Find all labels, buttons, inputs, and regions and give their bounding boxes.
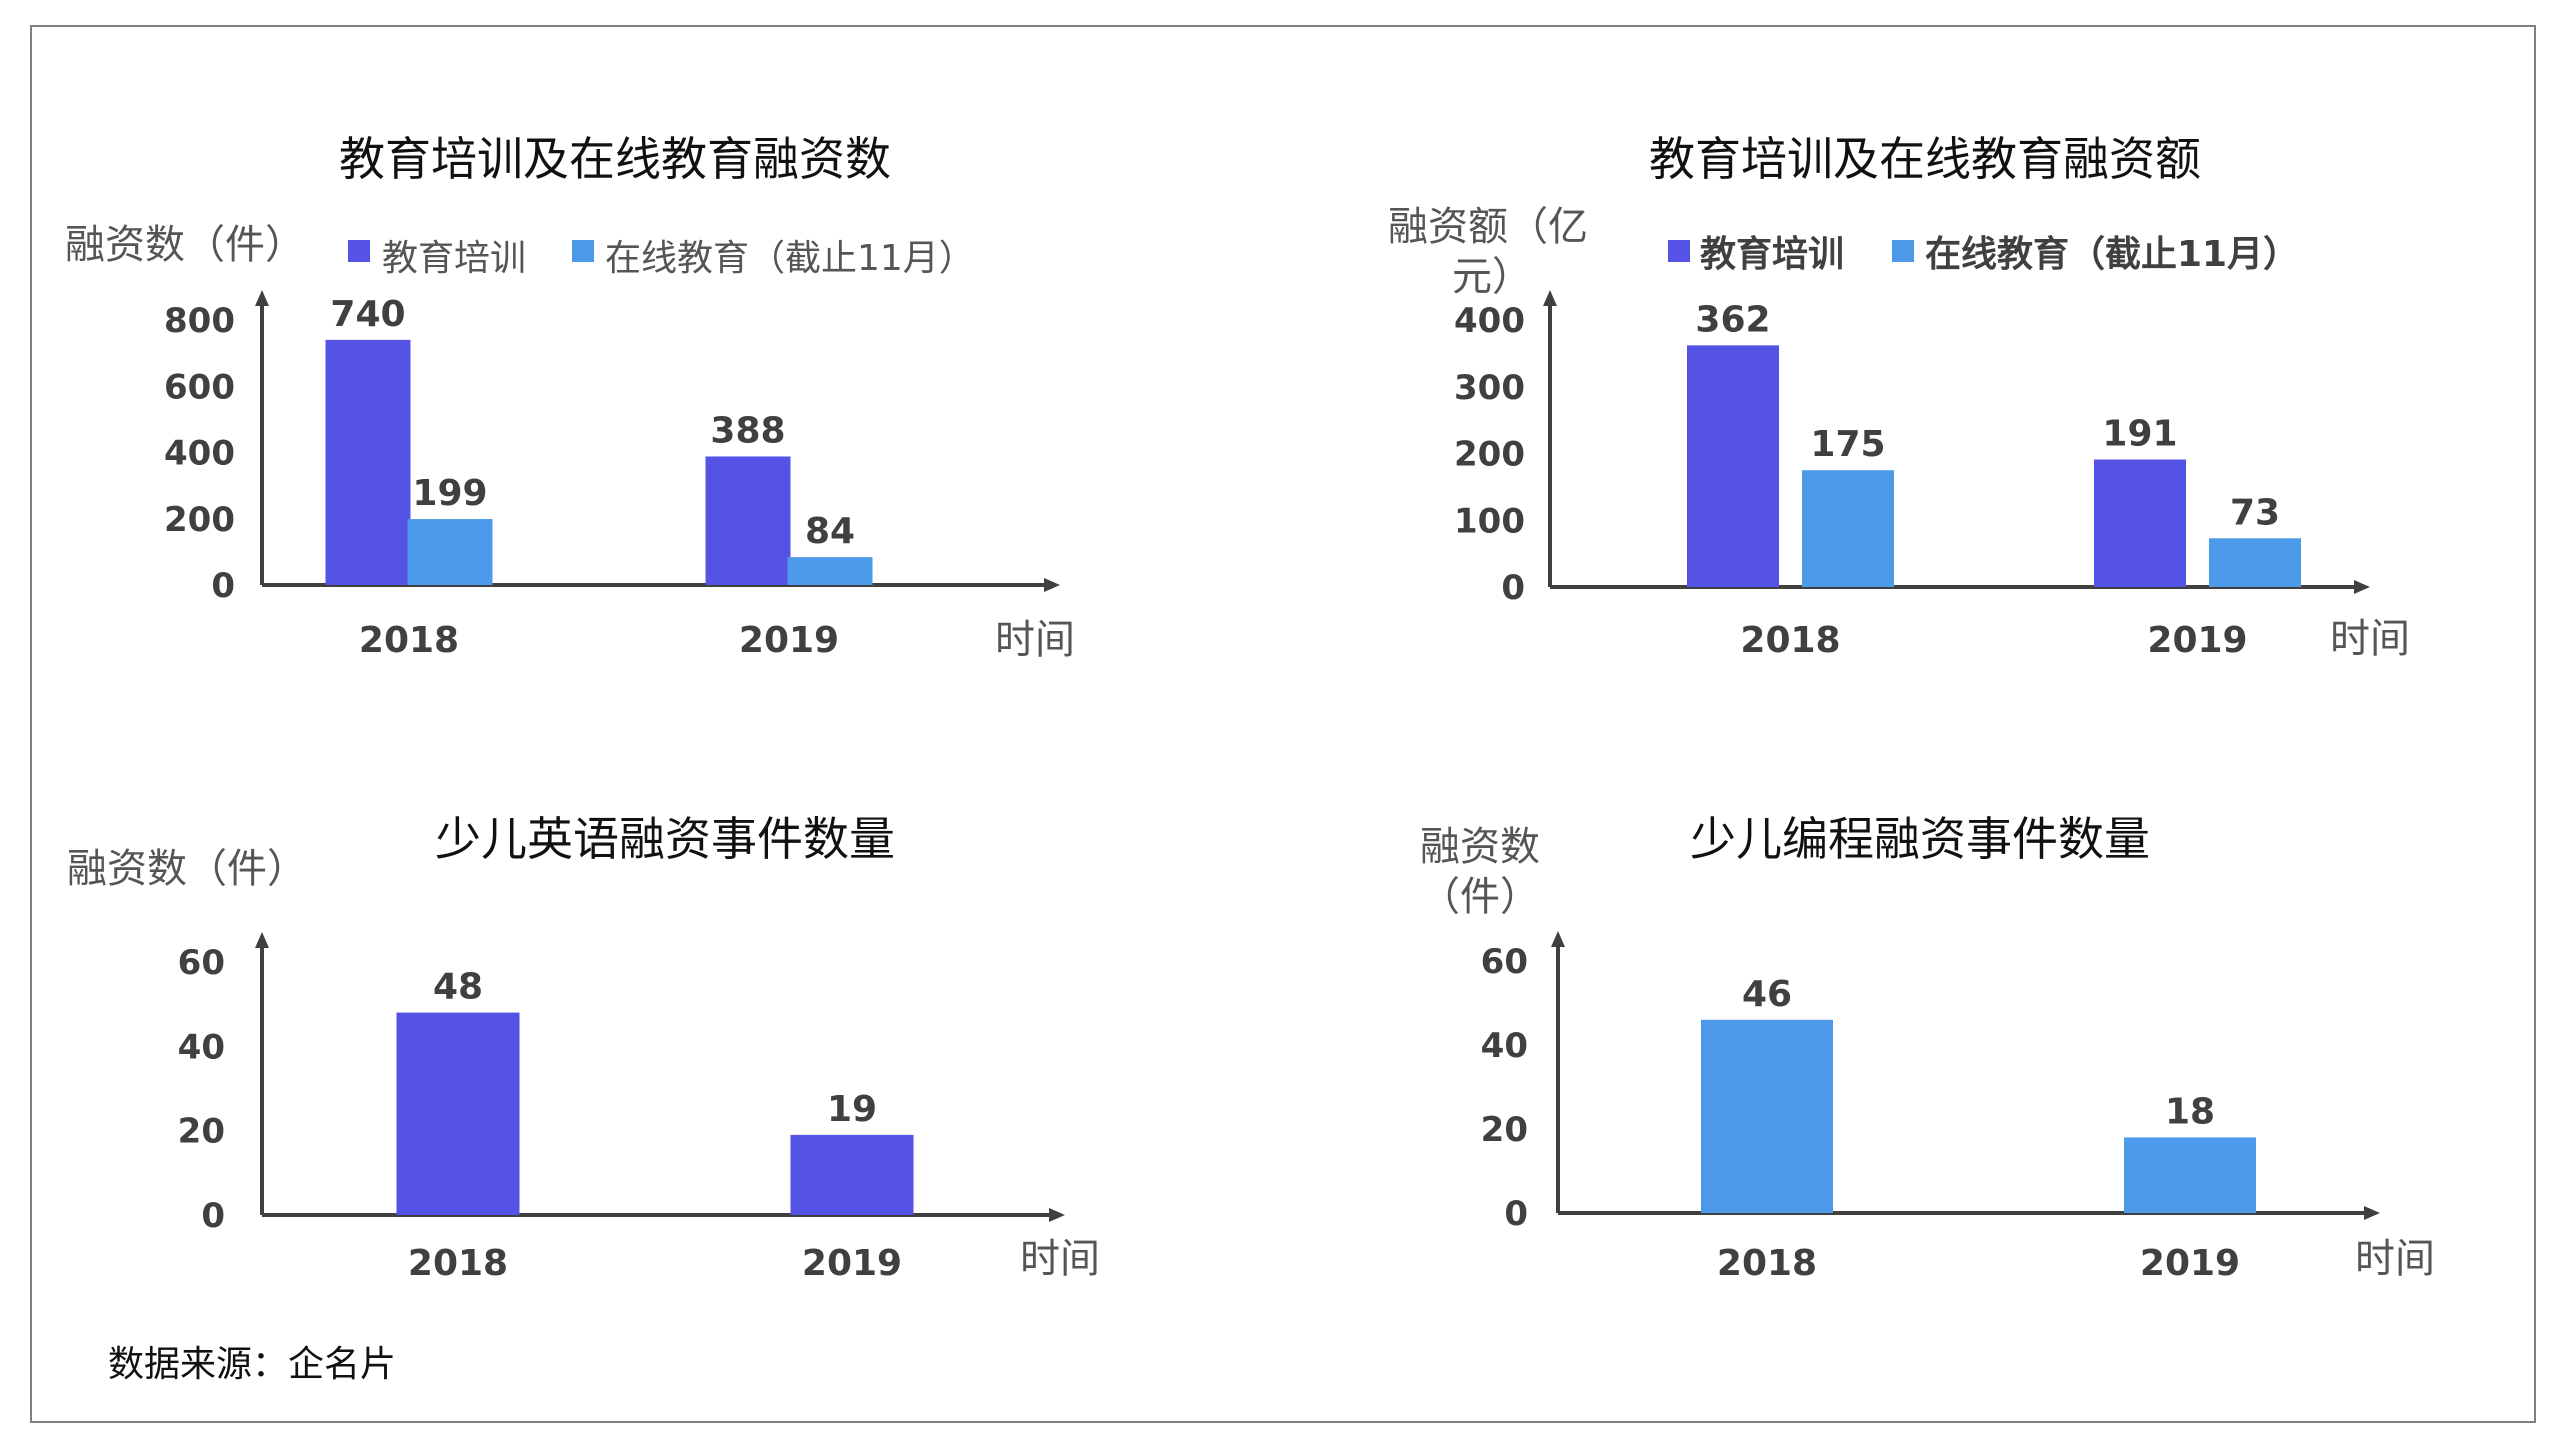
legend-swatch-edu-training [1668, 240, 1690, 262]
legend-swatch-edu-training [348, 240, 370, 262]
y-axis-label-line1: 融资数 [1420, 824, 1540, 870]
x-axis-label: 时间 [2330, 616, 2410, 662]
y-tick-label: 0 [1501, 568, 1525, 608]
x-tick-label: 2018 [1717, 1243, 1817, 1284]
x-axis-arrow [2354, 580, 2370, 594]
y-tick-label: 0 [201, 1196, 225, 1236]
source-note: 数据来源：企名片 [108, 1344, 397, 1385]
bar [1802, 470, 1894, 587]
legend-label-edu-training: 教育培训 [382, 238, 526, 279]
y-tick-label: 40 [178, 1027, 225, 1067]
y-tick-label: 200 [1454, 435, 1525, 475]
chart-kids-coding: 少儿编程融资事件数量 融资数 （件） 0 20 40 60 46 2018 18 2019 时… [1420, 812, 2435, 1284]
legend-label-online-edu: 在线教育（截止11月） [1925, 234, 2299, 275]
x-axis-label: 时间 [2355, 1236, 2435, 1282]
y-axis-label: 融资数（件） [65, 222, 305, 268]
legend-swatch-online-edu [572, 240, 594, 262]
bar [2094, 459, 2186, 587]
bar [790, 1134, 914, 1215]
y-axis-label: 融资数（件） [67, 846, 307, 892]
bar [787, 557, 873, 585]
chart-title: 教育培训及在线教育融资额 [1649, 132, 2201, 186]
data-label: 84 [805, 511, 855, 552]
plot-area: 0 100 200 300 400 362 175 2018 191 73 2019 [1454, 290, 2370, 661]
bar [325, 339, 411, 585]
x-axis-label: 时间 [1020, 1236, 1100, 1282]
bar [705, 456, 791, 585]
y-tick-label: 0 [1504, 1194, 1528, 1234]
data-label: 73 [2230, 492, 2280, 533]
y-axis-label-line2: （件） [1420, 874, 1540, 920]
y-tick-label: 0 [211, 566, 235, 606]
y-axis-label-line1: 融资额（亿 [1388, 204, 1588, 250]
y-tick-label: 600 [164, 367, 235, 407]
legend-label-edu-training: 教育培训 [1700, 234, 1844, 275]
x-tick-label: 2019 [802, 1243, 902, 1284]
x-tick-label: 2018 [408, 1243, 508, 1284]
data-label: 48 [433, 967, 483, 1008]
plot-area: 0 20 40 60 46 2018 18 2019 [1481, 931, 2380, 1284]
data-label: 175 [1810, 424, 1885, 465]
y-tick-label: 20 [178, 1112, 225, 1152]
bar [2124, 1137, 2256, 1213]
data-label: 19 [827, 1089, 877, 1130]
x-tick-label: 2018 [359, 620, 459, 661]
x-tick-label: 2019 [2140, 1243, 2240, 1284]
y-axis-arrow [1543, 290, 1557, 306]
x-axis-arrow [2364, 1206, 2380, 1220]
chart-kids-english: 少儿英语融资事件数量 融资数（件） 0 20 40 60 48 2018 19 2019 时间 [67, 812, 1100, 1284]
y-axis-label-line2: 元） [1452, 254, 1532, 300]
chart-financing-amount: 教育培训及在线教育融资额 融资额（亿 元） 教育培训 在线教育（截止11月） 0… [1388, 132, 2410, 662]
x-axis-arrow [1049, 1208, 1065, 1222]
y-axis-arrow [255, 290, 269, 306]
y-tick-label: 400 [164, 434, 235, 474]
y-tick-label: 300 [1454, 368, 1525, 408]
x-axis-label: 时间 [995, 617, 1075, 663]
data-label: 362 [1695, 299, 1770, 340]
chart-title: 教育培训及在线教育融资数 [339, 132, 891, 186]
data-label: 18 [2165, 1091, 2215, 1132]
bar [396, 1012, 520, 1215]
y-tick-label: 200 [164, 500, 235, 540]
y-tick-label: 100 [1454, 501, 1525, 541]
plot-area: 0 200 400 600 800 740 199 2018 388 84 2019 [164, 290, 1060, 661]
y-tick-label: 40 [1481, 1026, 1528, 1066]
chart-financing-count: 教育培训及在线教育融资数 融资数（件） 教育培训 在线教育（截止11月） 0 20… [65, 132, 1075, 663]
data-label: 740 [330, 294, 405, 335]
legend-swatch-online-edu [1892, 240, 1914, 262]
bar [2209, 538, 2301, 587]
y-tick-label: 20 [1481, 1110, 1528, 1150]
data-label: 46 [1742, 974, 1792, 1015]
chart-frame [30, 25, 2536, 1423]
y-tick-label: 60 [1481, 942, 1528, 982]
y-tick-label: 60 [178, 943, 225, 983]
bar [1701, 1019, 1833, 1213]
y-tick-label: 800 [164, 301, 235, 341]
chart-title: 少儿编程融资事件数量 [1690, 812, 2150, 866]
data-label: 199 [412, 473, 487, 514]
legend-label-online-edu: 在线教育（截止11月） [605, 238, 975, 279]
x-tick-label: 2019 [2147, 620, 2247, 661]
chart-title: 少儿英语融资事件数量 [435, 812, 895, 866]
y-axis-arrow [1551, 931, 1565, 947]
y-tick-label: 400 [1454, 301, 1525, 341]
y-axis-arrow [255, 932, 269, 948]
plot-area: 0 20 40 60 48 2018 19 2019 [178, 932, 1065, 1284]
x-tick-label: 2019 [739, 620, 839, 661]
data-label: 191 [2102, 414, 2177, 455]
x-axis-arrow [1044, 578, 1060, 592]
bar [1687, 345, 1779, 587]
x-tick-label: 2018 [1740, 620, 1840, 661]
bar [407, 519, 493, 585]
data-label: 388 [710, 410, 785, 451]
